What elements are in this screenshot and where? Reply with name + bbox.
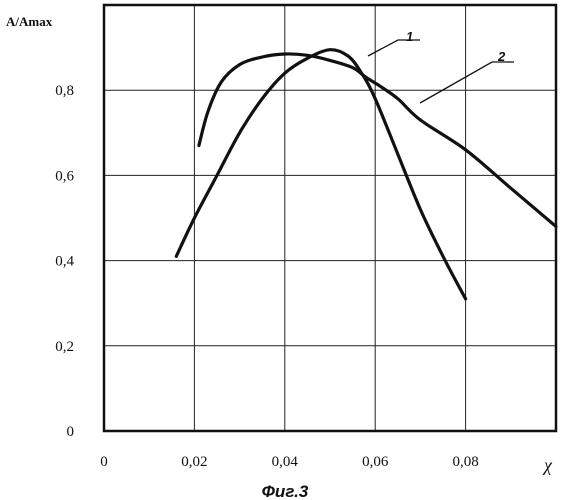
leader-line-2 [420, 62, 514, 103]
y-tick-label: 0,6 [55, 168, 74, 184]
x-tick-label: 0,04 [272, 454, 299, 470]
x-tick-label: 0,02 [181, 454, 207, 470]
x-tick-label: 0 [100, 454, 108, 470]
y-axis-label: A/Amax [6, 14, 53, 29]
grid [104, 5, 556, 431]
figure-caption: Фиг.3 [262, 482, 309, 500]
y-tick-label: 0,4 [55, 254, 74, 270]
series-layer [176, 50, 556, 299]
plot-frame [104, 5, 556, 431]
curve-label-2: 2 [497, 49, 506, 64]
y-tick-label: 0,8 [55, 83, 74, 99]
series-line-1 [199, 54, 556, 227]
curve-label-1: 1 [406, 29, 413, 44]
y-tick-label: 0 [67, 424, 75, 440]
y-tick-label: 0,2 [55, 339, 74, 355]
x-tick-label: 0,06 [362, 454, 389, 470]
x-tick-label: 0,08 [452, 454, 478, 470]
tick-labels: 0 0,02 0,04 0,06 0,08 0 0,2 0,4 0,6 0,8 [55, 83, 478, 470]
x-axis-label: χ [542, 455, 553, 475]
